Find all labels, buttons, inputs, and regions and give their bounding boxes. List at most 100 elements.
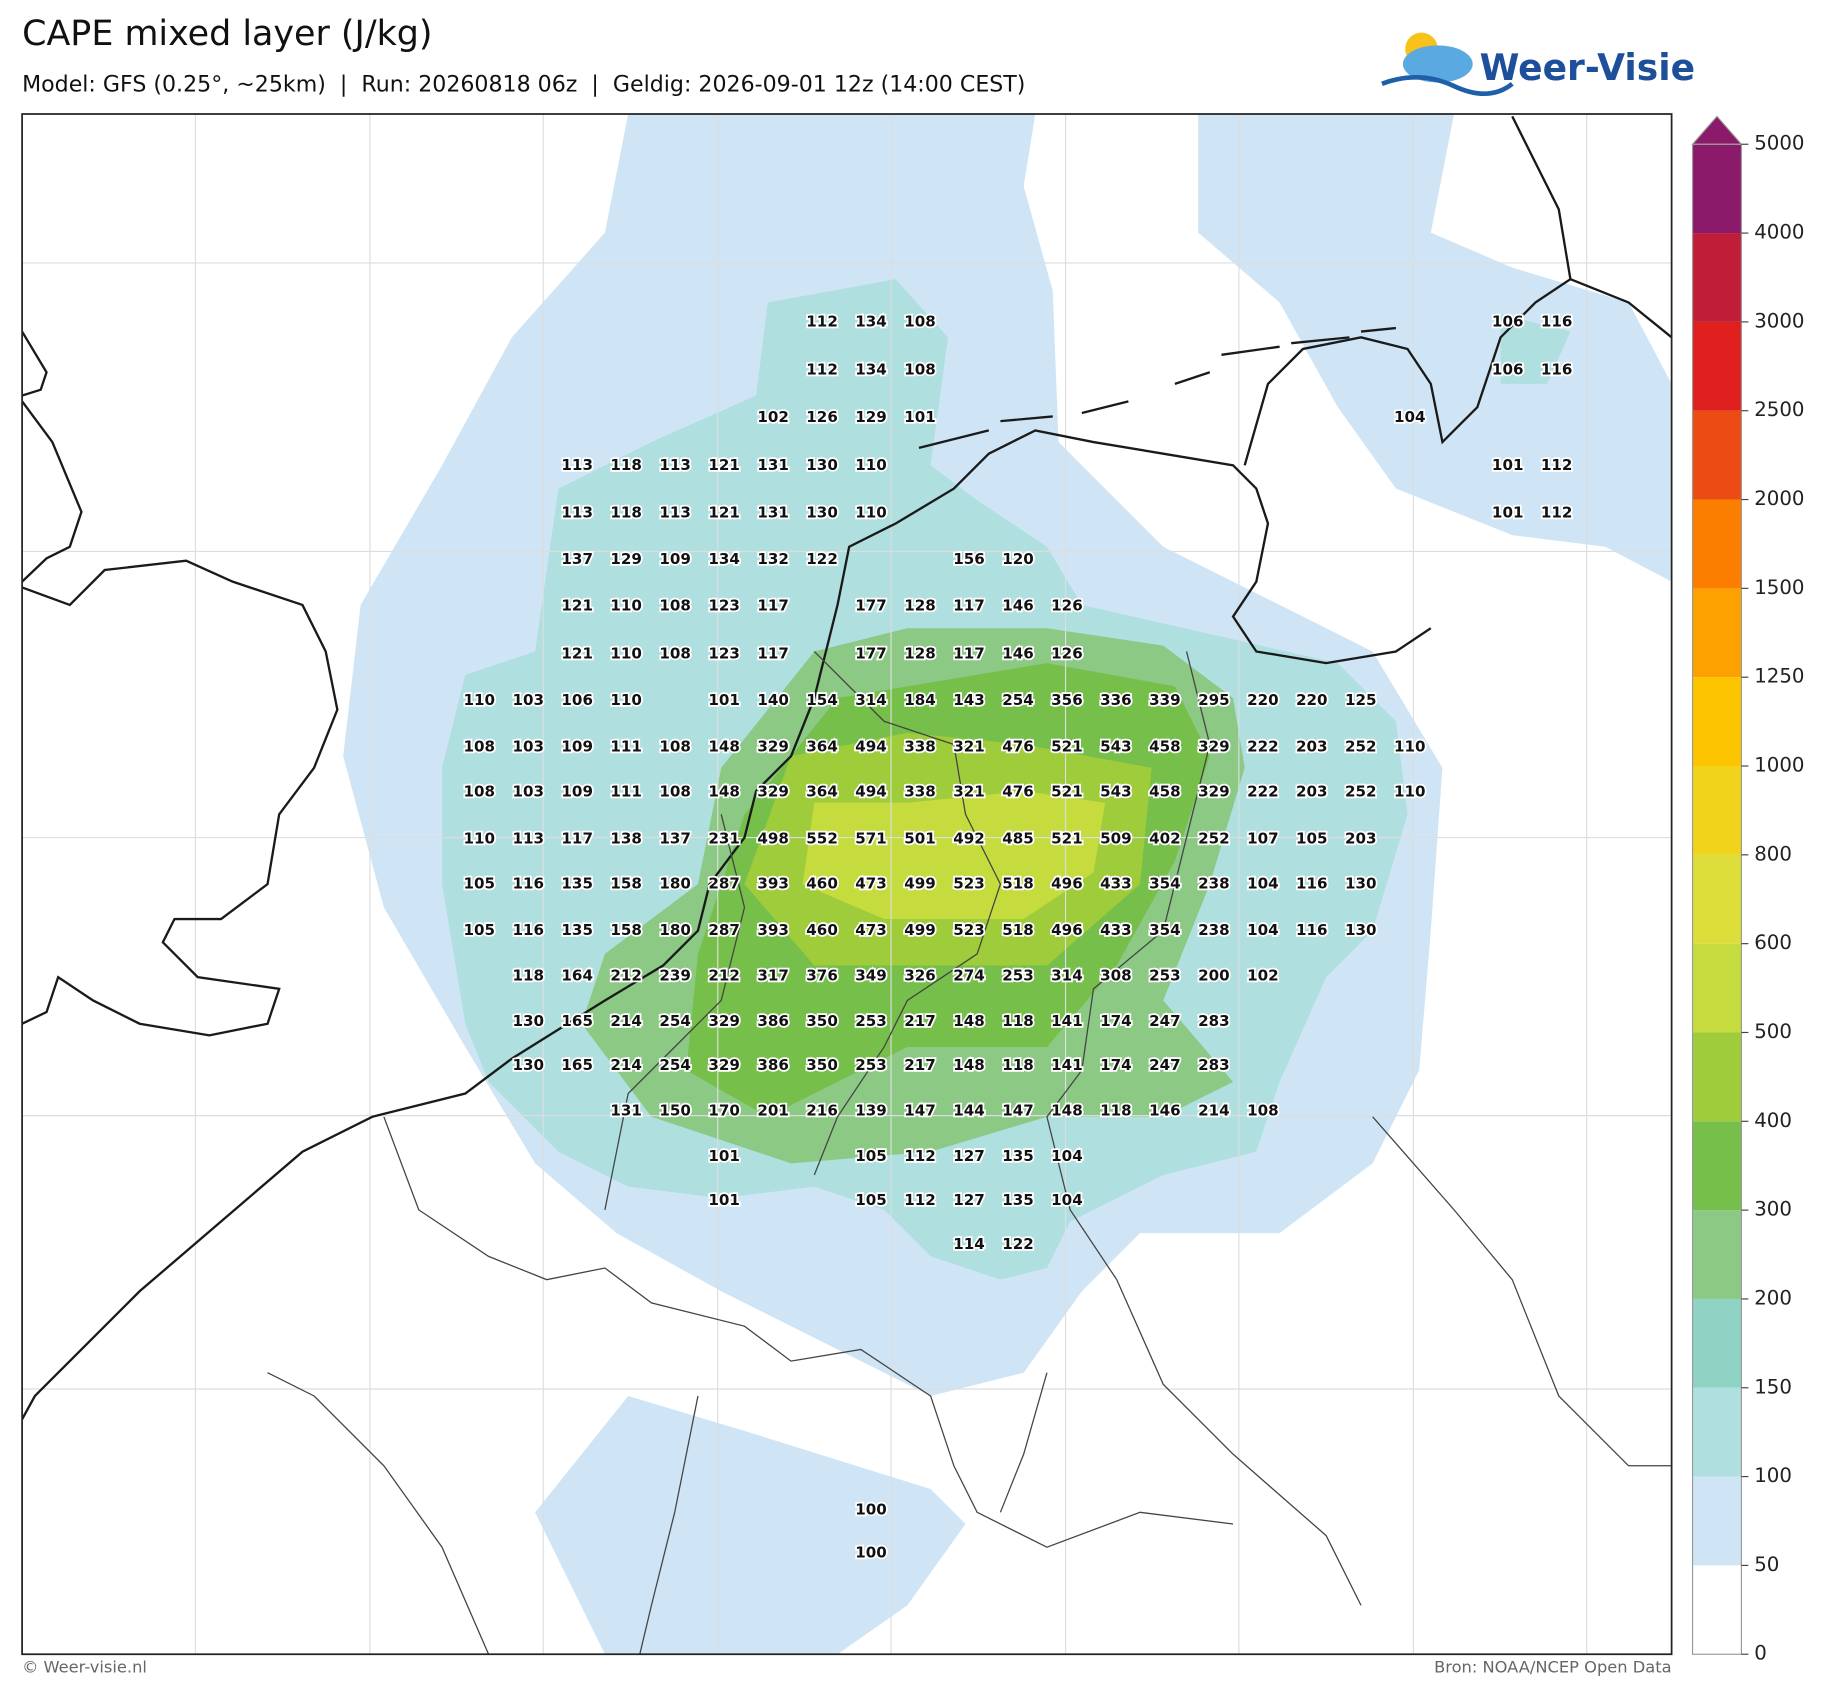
colorbar-band (1692, 410, 1742, 500)
title: CAPE mixed layer (J/kg) (22, 14, 432, 54)
value-label: 101 (708, 691, 740, 709)
value-label: 254 (659, 1056, 691, 1074)
value-label: 104 (1051, 1191, 1083, 1209)
value-label: 112 (1541, 504, 1573, 522)
value-label: 329 (757, 783, 789, 801)
value-label: 217 (904, 1012, 936, 1030)
value-label: 458 (1149, 783, 1181, 801)
value-label: 521 (1051, 829, 1083, 847)
value-label: 518 (1002, 875, 1034, 893)
value-label: 314 (1051, 967, 1083, 985)
value-label: 105 (855, 1191, 887, 1209)
value-label: 130 (806, 504, 838, 522)
value-label: 110 (610, 597, 642, 615)
value-label: 509 (1100, 829, 1132, 847)
value-label: 111 (610, 737, 642, 755)
value-label: 110 (1394, 737, 1426, 755)
value-label: 113 (659, 504, 691, 522)
value-label: 321 (953, 737, 985, 755)
value-label: 134 (855, 360, 887, 378)
value-label: 118 (1002, 1056, 1034, 1074)
value-label: 154 (806, 691, 838, 709)
value-label: 121 (561, 597, 593, 615)
field-50 (1198, 114, 1672, 582)
value-label: 338 (904, 783, 936, 801)
colorbar-tick-label: 2500 (1754, 398, 1804, 421)
value-label: 137 (659, 829, 691, 847)
value-label: 116 (512, 921, 544, 939)
value-label: 222 (1247, 783, 1279, 801)
value-label: 113 (512, 829, 544, 847)
colorbar-band (1692, 1476, 1742, 1566)
value-label: 170 (708, 1101, 740, 1119)
value-label: 104 (1394, 408, 1426, 426)
colorbar-frame (1691, 143, 1742, 1655)
value-label: 132 (757, 550, 789, 568)
map-frame (21, 113, 1673, 1656)
value-label: 101 (708, 1147, 740, 1165)
value-label: 336 (1100, 691, 1132, 709)
value-label: 109 (561, 783, 593, 801)
value-label: 106 (1492, 360, 1524, 378)
value-label: 110 (1394, 783, 1426, 801)
value-label: 135 (561, 921, 593, 939)
value-label: 354 (1149, 875, 1181, 893)
value-label: 103 (512, 691, 544, 709)
colorbar-tick-label: 3000 (1754, 309, 1804, 332)
map: 112 134 108 106 116 112 134 108 106 116 102 126 129 1… (22, 114, 1672, 1655)
subtitle: Model: GFS (0.25°, ~25km) | Run: 2026081… (22, 71, 1025, 97)
value-label: 113 (561, 456, 593, 474)
value-label: 138 (610, 829, 642, 847)
value-label: 135 (1002, 1191, 1034, 1209)
value-label: 148 (708, 783, 740, 801)
colorbar-tick-label: 50 (1754, 1553, 1779, 1576)
value-label: 476 (1002, 783, 1034, 801)
value-label: 200 (1198, 967, 1230, 985)
value-label: 130 (1345, 921, 1377, 939)
value-label: 220 (1247, 691, 1279, 709)
colorbar-band (1692, 321, 1742, 411)
colorbar-tick-label: 600 (1754, 931, 1792, 954)
colorbar-band (1692, 677, 1742, 767)
value-label: 253 (855, 1056, 887, 1074)
value-label: 104 (1247, 921, 1279, 939)
value-label: 112 (806, 313, 838, 331)
value-label: 147 (1002, 1101, 1034, 1119)
value-label: 433 (1100, 875, 1132, 893)
value-label: 108 (904, 360, 936, 378)
colorbar-band (1692, 144, 1742, 234)
value-label: 117 (561, 829, 593, 847)
value-label: 274 (953, 967, 985, 985)
value-label: 252 (1345, 783, 1377, 801)
value-label: 141 (1051, 1012, 1083, 1030)
value-label: 473 (855, 875, 887, 893)
value-label: 118 (610, 504, 642, 522)
value-label: 123 (708, 644, 740, 662)
colorbar-tick-label: 500 (1754, 1020, 1792, 1043)
value-label: 354 (1149, 921, 1181, 939)
value-label: 127 (953, 1147, 985, 1165)
value-label: 496 (1051, 875, 1083, 893)
value-label: 121 (708, 456, 740, 474)
colorbar-extend (1691, 115, 1743, 145)
value-label: 253 (1149, 967, 1181, 985)
value-label: 139 (855, 1101, 887, 1119)
value-label: 116 (1541, 313, 1573, 331)
colorbar-tick-label: 400 (1754, 1109, 1792, 1132)
colorbar-band (1692, 1387, 1742, 1477)
value-label: 128 (904, 597, 936, 615)
value-label: 131 (757, 456, 789, 474)
value-label: 214 (610, 1056, 642, 1074)
value-label: 113 (659, 456, 691, 474)
value-label: 122 (806, 550, 838, 568)
value-label: 130 (1345, 875, 1377, 893)
field-500 (802, 791, 1106, 920)
value-label: 101 (1492, 456, 1524, 474)
value-label: 100 (855, 1544, 887, 1562)
value-label: 103 (512, 783, 544, 801)
value-label: 364 (806, 737, 838, 755)
value-label: 112 (904, 1191, 936, 1209)
value-label: 184 (904, 691, 936, 709)
value-label: 485 (1002, 829, 1034, 847)
value-label: 110 (610, 644, 642, 662)
